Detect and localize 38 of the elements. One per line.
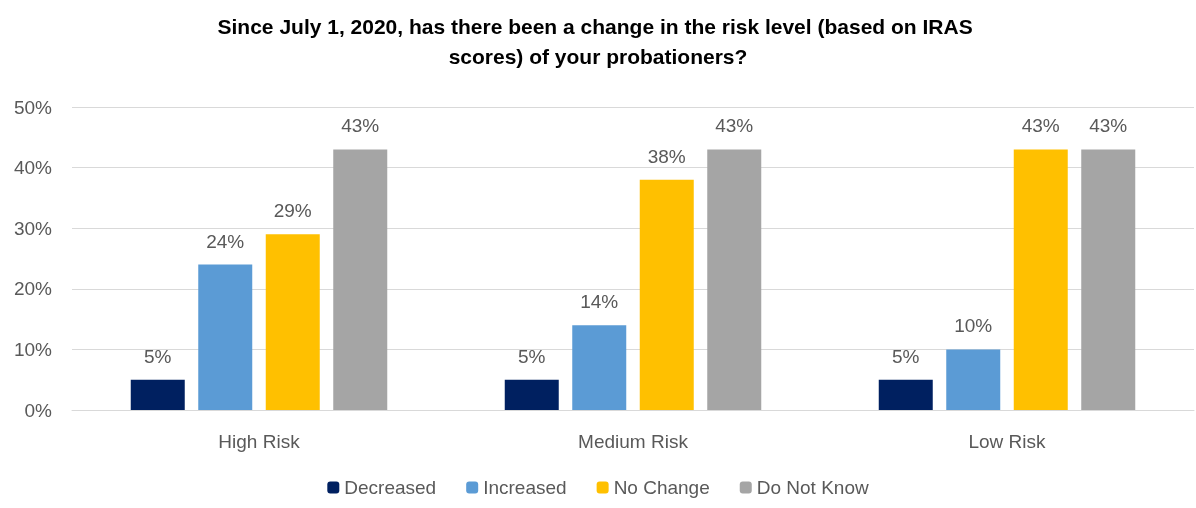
legend-label: Increased — [483, 477, 567, 498]
data-label: 29% — [273, 200, 312, 222]
bar — [1013, 149, 1068, 410]
data-label: 24% — [206, 230, 245, 252]
data-label: 5% — [518, 345, 546, 367]
legend-label: Do Not Know — [756, 477, 869, 498]
x-tick-label: High Risk — [218, 431, 301, 452]
data-label: 38% — [647, 145, 686, 167]
x-tick-label: Low Risk — [968, 431, 1047, 452]
y-tick-label: 40% — [13, 157, 53, 179]
legend-label: No Change — [613, 477, 710, 498]
data-label: 43% — [1089, 115, 1128, 137]
data-label: 5% — [144, 345, 172, 367]
y-tick-label: 10% — [13, 338, 53, 360]
bar — [1081, 149, 1136, 410]
y-tick-label: 50% — [13, 96, 53, 118]
data-label: 5% — [892, 345, 920, 367]
data-label: 14% — [580, 291, 619, 313]
bar — [130, 379, 185, 410]
x-tick-label: Medium Risk — [578, 431, 689, 452]
data-label: 43% — [1021, 115, 1060, 137]
bar — [946, 349, 1001, 410]
bar — [878, 379, 933, 410]
y-tick-label: 0% — [24, 399, 53, 421]
chart-title: Since July 1, 2020, has there been a change in the risk level (based on IRAS scores) of your probationers? — [217, 14, 979, 68]
bar — [265, 234, 320, 410]
bar — [639, 179, 694, 410]
bar — [504, 379, 559, 410]
legend-label: Decreased — [344, 477, 437, 498]
y-tick-label: 30% — [13, 217, 53, 239]
data-label: 43% — [341, 115, 380, 137]
data-label: 43% — [715, 115, 754, 137]
bar — [707, 149, 762, 410]
y-tick-label: 20% — [13, 278, 53, 300]
data-label: 10% — [954, 315, 993, 337]
bar — [333, 149, 388, 410]
bar — [198, 264, 253, 410]
bar — [572, 325, 627, 410]
